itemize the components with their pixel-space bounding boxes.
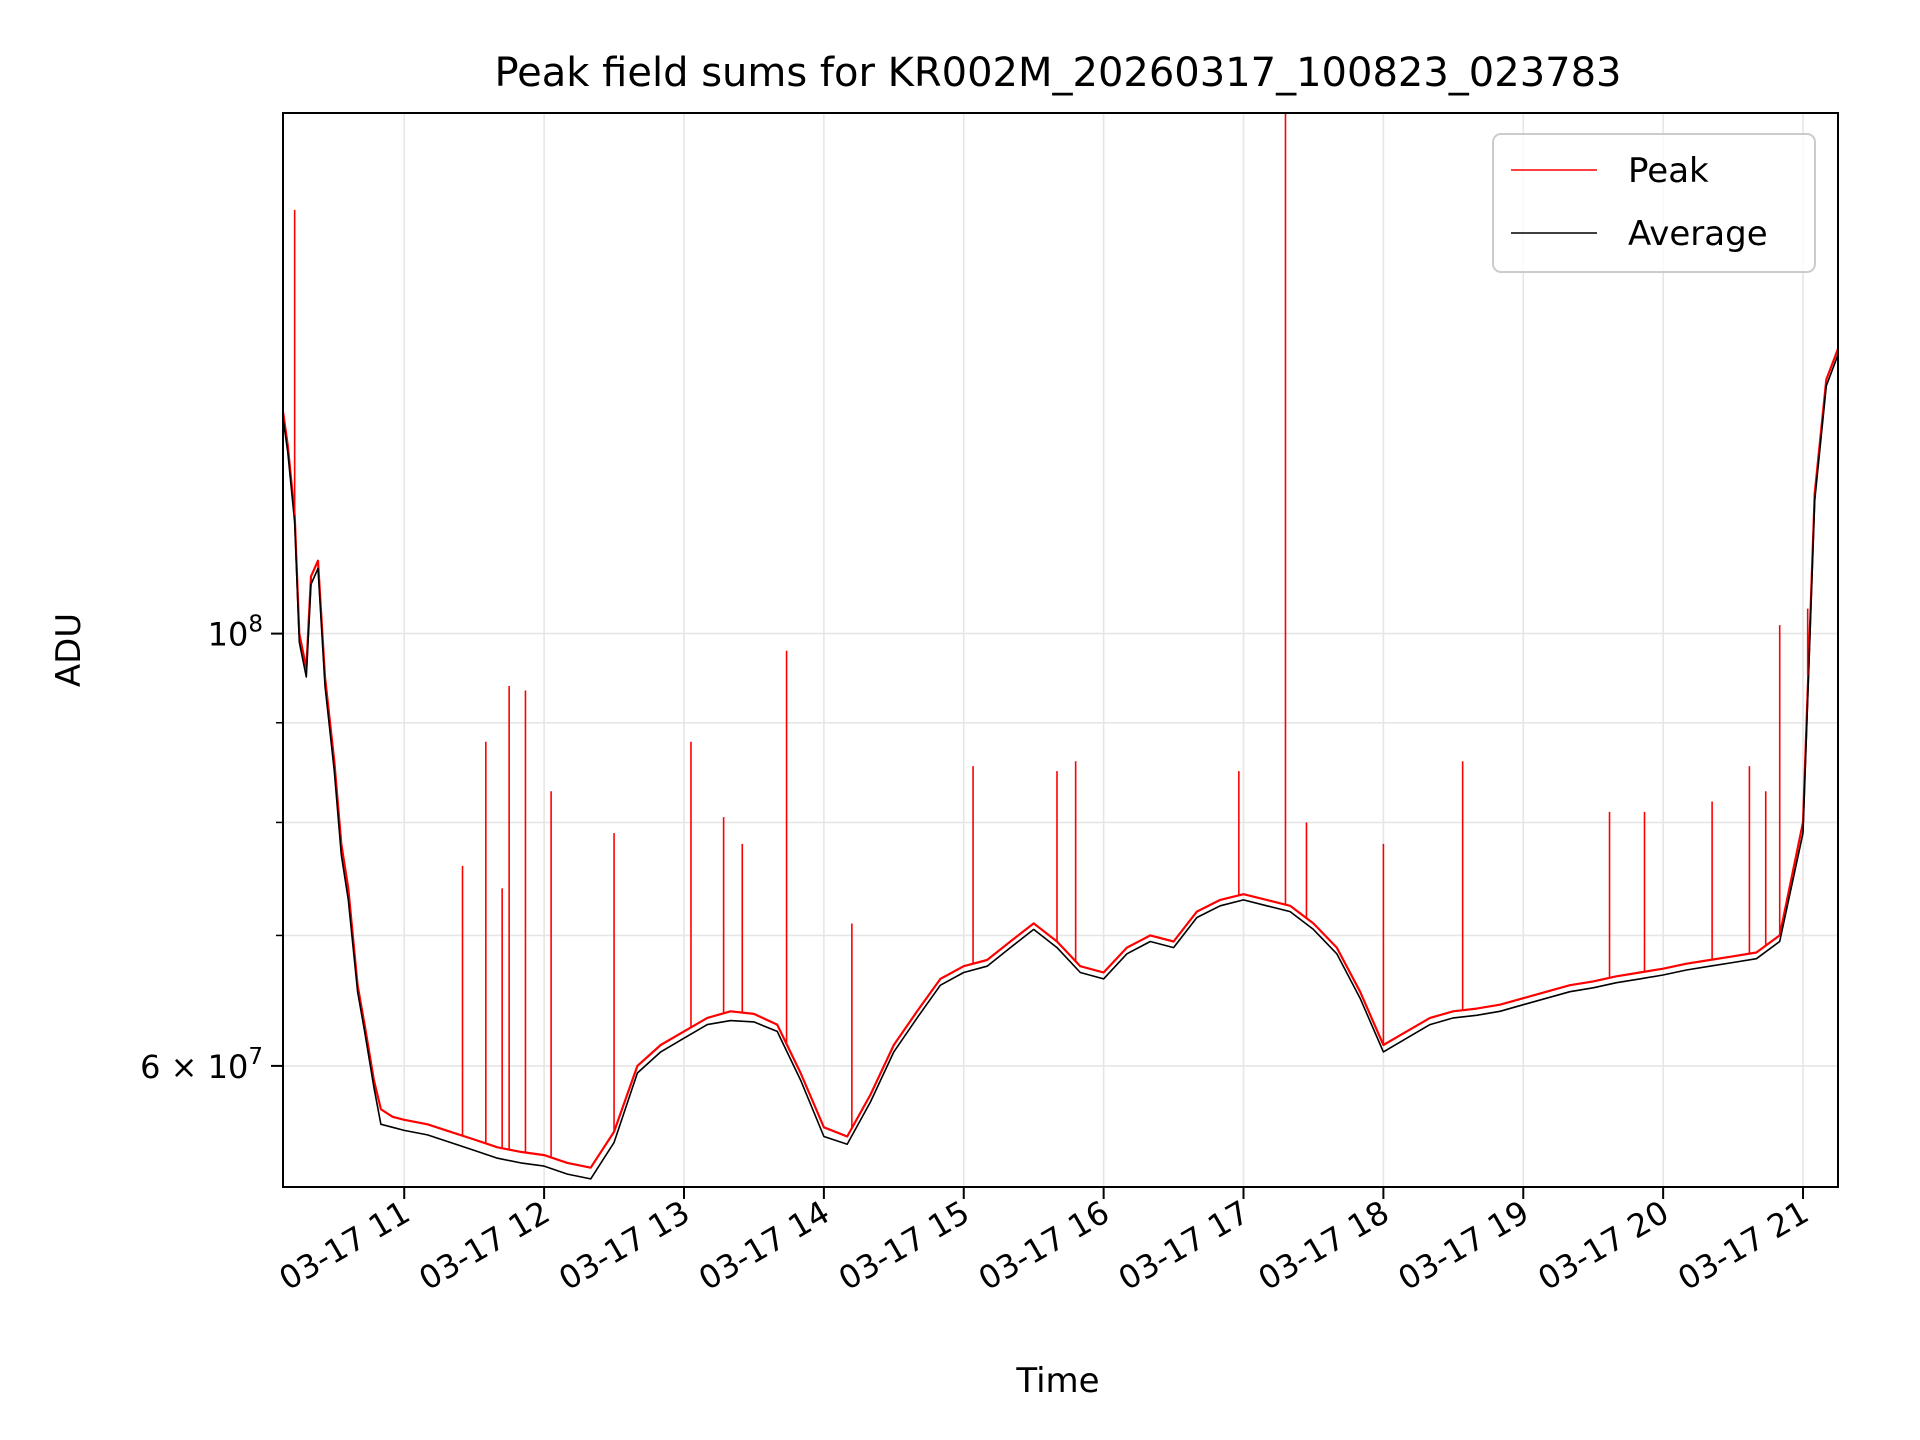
legend-label-average: Average <box>1628 214 1768 254</box>
series-line-average <box>283 354 1838 1180</box>
series-line-peak <box>283 348 1838 1169</box>
y-tick-label: 108 <box>208 612 263 654</box>
y-tick-label: 6 × 107 <box>140 1044 263 1086</box>
legend-label-peak: Peak <box>1628 151 1709 191</box>
spike-layer <box>293 113 1809 1158</box>
grid <box>283 113 1838 1187</box>
chart-title: Peak field sums for KR002M_20260317_1008… <box>494 50 1621 96</box>
plot-frame <box>282 112 1839 1188</box>
legend: Peak Average <box>1492 133 1816 273</box>
x-axis-label: Time <box>1015 1361 1099 1401</box>
legend-frame <box>1492 133 1816 273</box>
series-layer <box>283 348 1838 1180</box>
y-axis-label: ADU <box>49 613 89 687</box>
